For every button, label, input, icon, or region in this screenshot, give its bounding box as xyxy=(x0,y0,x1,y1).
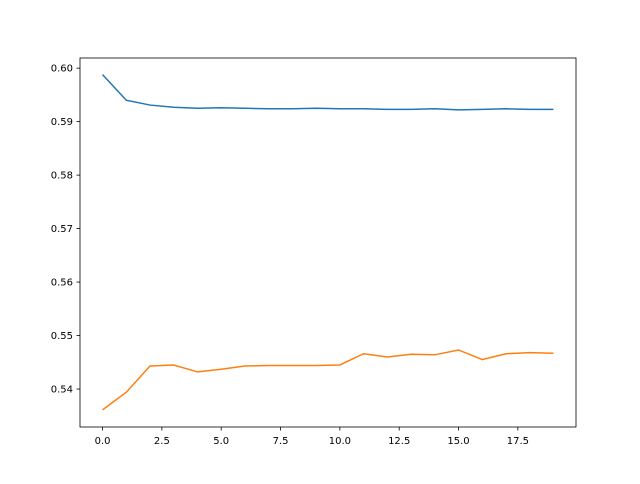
x-tick-label: 12.5 xyxy=(388,436,410,447)
x-tick-label: 10.0 xyxy=(329,436,351,447)
y-tick-label: 0.56 xyxy=(51,278,73,289)
x-tick-label: 0.0 xyxy=(95,436,111,447)
y-tick-label: 0.58 xyxy=(51,171,73,182)
x-tick-label: 15.0 xyxy=(447,436,469,447)
y-tick-label: 0.54 xyxy=(51,385,73,396)
y-tick-label: 0.59 xyxy=(51,117,73,128)
y-tick-label: 0.60 xyxy=(51,64,73,75)
y-tick-label: 0.55 xyxy=(51,331,73,342)
x-tick-label: 5.0 xyxy=(213,436,229,447)
plot-frame xyxy=(79,57,577,428)
y-tick-label: 0.57 xyxy=(51,224,73,235)
x-tick-label: 7.5 xyxy=(273,436,289,447)
line xyxy=(101,74,554,111)
x-tick-label: 2.5 xyxy=(154,436,170,447)
line xyxy=(102,349,554,411)
x-tick-label: 17.5 xyxy=(507,436,529,447)
